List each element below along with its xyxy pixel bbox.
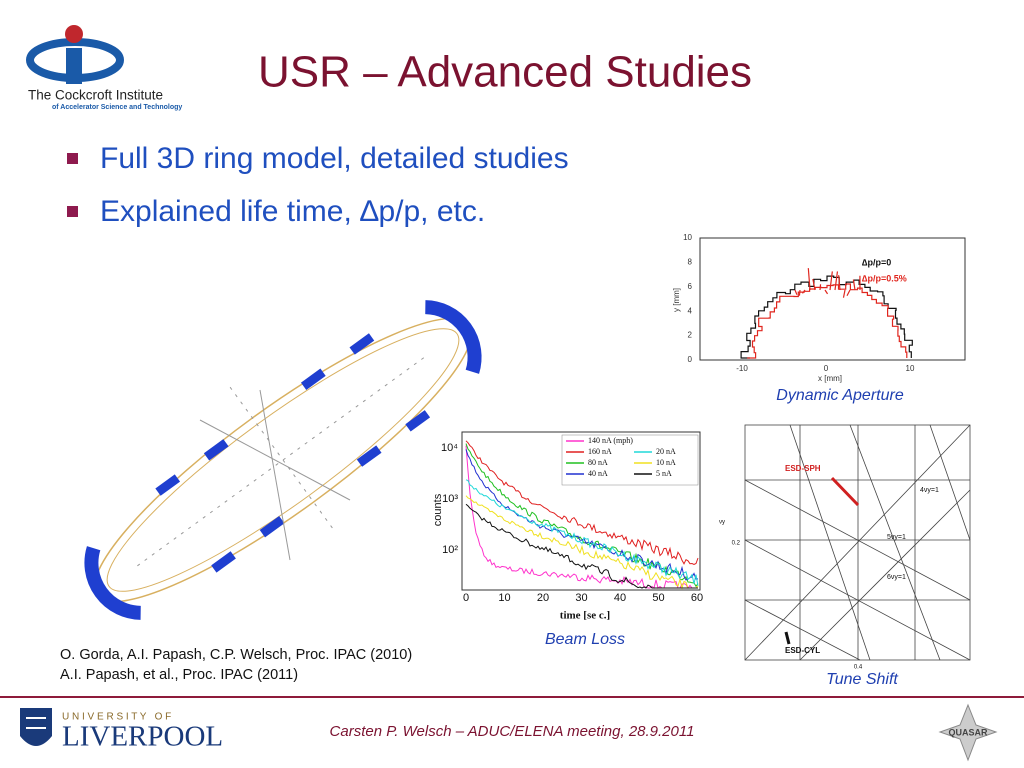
tick-label: 20 <box>537 592 549 604</box>
aperture-spike <box>829 271 833 291</box>
tick-label: 10² <box>442 544 458 556</box>
aperture-spike <box>834 271 839 291</box>
legend-box <box>561 434 699 486</box>
y-axis-label: νy <box>719 520 725 526</box>
tick-label: 0 <box>463 592 469 604</box>
tune-shift-plot <box>744 424 971 661</box>
footer-text: Carsten P. Welsch – ADUC/ELENA meeting, … <box>330 723 695 740</box>
x-axis-label: x [mm] <box>818 374 842 383</box>
university-name: LIVERPOOL <box>62 721 223 753</box>
logo-tagline: of Accelerator Science and Technology <box>52 104 182 111</box>
legend-label: 20 nA <box>656 447 676 456</box>
legend-label: 40 nA <box>588 469 608 478</box>
legend-label: ∆p/p=0.5% <box>862 273 907 283</box>
tick-label: 2 <box>688 331 693 340</box>
legend-label: 140 nA (mph) <box>588 436 633 445</box>
axis-line <box>199 419 351 501</box>
aperture-spike <box>838 275 841 291</box>
plot-label: ESD-SPH <box>785 464 821 473</box>
figure-caption: Beam Loss <box>545 631 625 648</box>
plot-label: 6νy=1 <box>887 574 906 581</box>
tick-label: 10 <box>906 364 915 373</box>
decay-curve <box>465 479 699 587</box>
legend-label: 5 nA <box>656 469 672 478</box>
beam-loss-plot <box>461 431 701 591</box>
reference: O. Gorda, A.I. Papash, C.P. Welsch, Proc… <box>60 647 412 663</box>
dynamic-aperture-plot <box>699 237 966 361</box>
decay-curve <box>465 445 698 589</box>
ring-model <box>84 300 482 620</box>
bullet-marker <box>67 153 78 164</box>
plot-label: 4νy=1 <box>920 487 939 494</box>
liverpool-logo <box>20 708 52 746</box>
x-axis-label: time [se c.] <box>560 610 610 622</box>
aperture-spike <box>812 278 816 291</box>
tick-label: 0.2 <box>732 541 741 547</box>
tick-label: 10³ <box>442 493 458 505</box>
tick-label: 0.4 <box>854 665 863 671</box>
legend-label: 80 nA <box>588 458 608 467</box>
bullet: Full 3D ring model, detailed studies <box>100 142 569 175</box>
aperture-spike <box>846 289 851 296</box>
tick-label: 6 <box>688 282 693 291</box>
aperture-spike <box>819 284 822 291</box>
bullet: Explained life time, ∆p/p, etc. <box>100 195 485 228</box>
tick-label: 40 <box>614 592 626 604</box>
axis-line <box>259 389 291 561</box>
y-axis-label: y [mm] <box>672 288 681 312</box>
partner-name: QUASAR <box>948 727 988 737</box>
aperture-spike <box>798 289 801 296</box>
tick-label: 0 <box>824 364 829 373</box>
aperture-spike <box>842 289 846 298</box>
cockcroft-logo: The Cockcroft Institute of Accelerator S… <box>26 25 182 111</box>
aperture-spike <box>807 268 811 291</box>
aperture-spike <box>794 289 798 295</box>
tick-label: -10 <box>736 364 748 373</box>
quasar-logo <box>938 703 998 762</box>
slide-title: USR – Advanced Studies <box>258 48 752 97</box>
legend-label: 160 nA <box>588 447 612 456</box>
decay-curve <box>465 440 699 566</box>
tick-label: 30 <box>575 592 587 604</box>
tick-label: 0 <box>688 355 693 364</box>
university-line: U N I V E R S I T Y O F <box>62 712 171 723</box>
figure-caption: Dynamic Aperture <box>776 387 904 404</box>
decay-curve <box>465 495 699 590</box>
reference: A.I. Papash, et al., Proc. IPAC (2011) <box>60 667 298 683</box>
tick-label: 10⁴ <box>441 442 458 454</box>
tick-label: 50 <box>652 592 664 604</box>
decay-curve <box>465 503 698 589</box>
tick-label: 10 <box>683 233 692 242</box>
y-axis-label: counts <box>432 493 444 526</box>
legend-label: ∆p/p=0 <box>862 257 891 267</box>
bullet-marker <box>67 206 78 217</box>
figure-caption: Tune Shift <box>826 671 898 688</box>
plot-label: 5νy=1 <box>887 534 906 541</box>
tick-label: 4 <box>688 306 693 315</box>
tick-label: 60 <box>691 592 703 604</box>
logo-name: The Cockcroft Institute <box>28 88 163 103</box>
aperture-spike <box>824 289 829 295</box>
tick-label: 8 <box>688 258 693 267</box>
aperture-spike <box>801 289 806 294</box>
legend-label: 10 nA <box>656 458 676 467</box>
plot-label: ESD-CYL <box>785 646 820 655</box>
aperture-spike <box>852 279 856 291</box>
tick-label: 10 <box>498 592 510 604</box>
